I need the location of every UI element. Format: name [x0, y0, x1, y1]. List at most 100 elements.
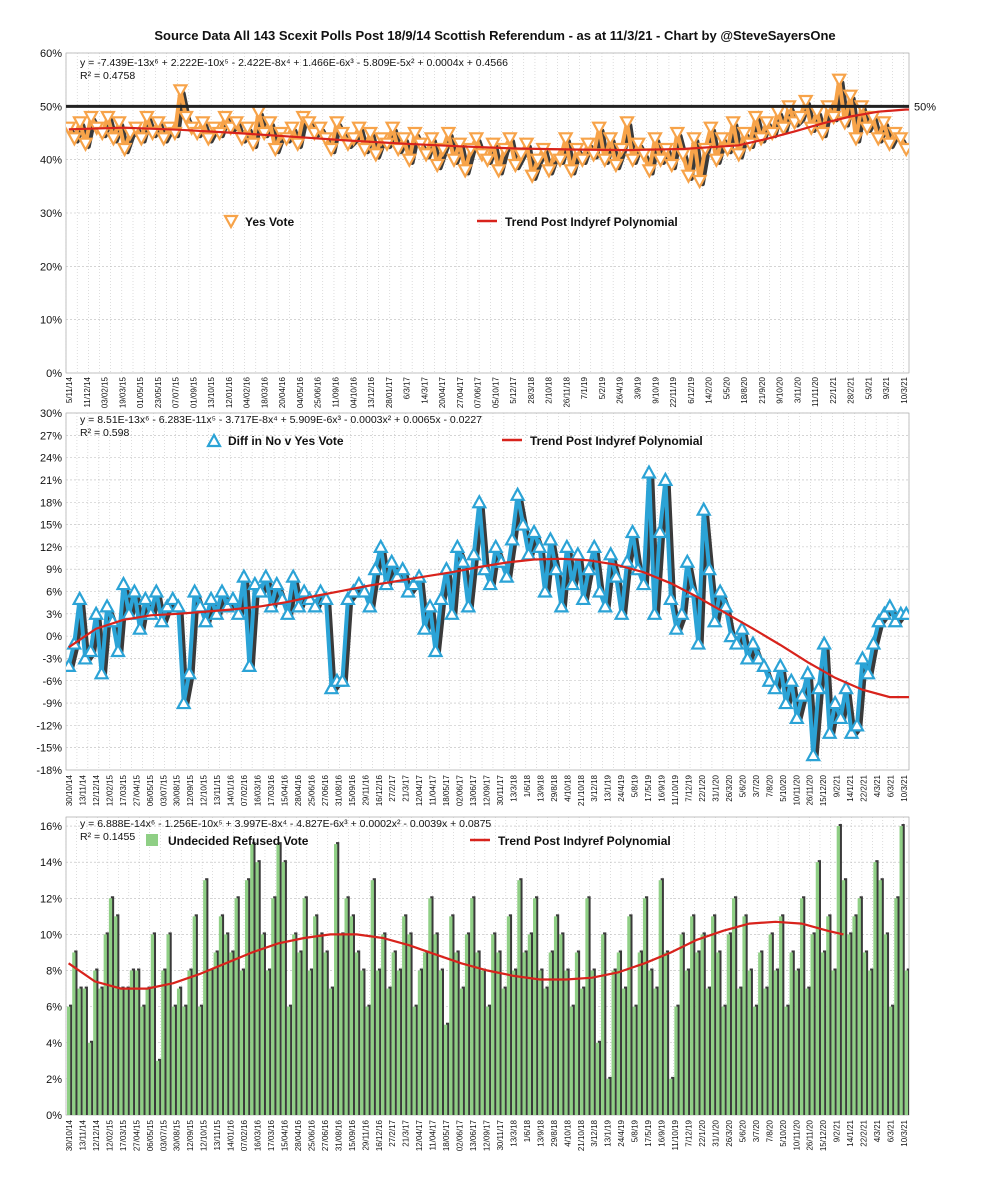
- data-point-marker: [758, 116, 775, 131]
- bar-shadow: [660, 878, 664, 1115]
- bar-shadow: [477, 950, 481, 1115]
- data-point-marker: [559, 538, 575, 553]
- x-tick-label: 7/8/20: [765, 1119, 774, 1142]
- bar-shadow: [702, 932, 706, 1115]
- x-tick-label: 14/1/21: [846, 1119, 855, 1146]
- y-tick-label: 16%: [40, 821, 62, 833]
- data-point-marker: [217, 110, 233, 126]
- bar: [679, 934, 683, 1115]
- bar-shadow: [519, 878, 523, 1115]
- data-point-marker: [764, 126, 781, 142]
- yes-vote-chart: 0% 10% 20% 30% 40% 50% 60% 5/11/14 11/12/14 03/02…: [40, 48, 936, 408]
- data-point-marker: [591, 583, 608, 598]
- bar: [501, 988, 505, 1115]
- data-point-marker: [356, 142, 373, 158]
- data-point-marker: [239, 121, 256, 136]
- bar-shadow: [822, 950, 827, 1115]
- data-point-marker: [362, 126, 379, 142]
- data-point-marker: [126, 583, 143, 598]
- x-tick-label: 07/02/16: [240, 1119, 249, 1151]
- bar-shadow: [629, 914, 633, 1115]
- x-tick-label: 11/04/17: [429, 1119, 438, 1150]
- x-tick-label: 7/12/19: [685, 1119, 694, 1146]
- bar-shadow: [655, 986, 659, 1115]
- plot-content: [66, 824, 909, 1115]
- bar-shadow: [74, 950, 78, 1115]
- x-tick-label: 01/05/15: [136, 376, 145, 408]
- data-point-marker: [524, 169, 541, 184]
- x-tick-label: 5/12/17: [509, 376, 518, 403]
- x-tick-label: 26/4/19: [616, 376, 625, 403]
- bar: [527, 934, 532, 1115]
- x-tick-label: 17/5/19: [644, 1119, 653, 1146]
- x-tick-label: 7/8/20: [765, 774, 774, 797]
- bar: [485, 1006, 490, 1115]
- x-tick-label: 10/11/20: [792, 1119, 801, 1150]
- data-point-marker: [468, 132, 485, 147]
- data-point-marker: [602, 132, 619, 147]
- data-point-marker: [706, 612, 723, 628]
- x-tick-label: 13/11/14: [78, 774, 87, 805]
- y-tick-label: 0%: [46, 631, 62, 643]
- bar: [883, 934, 888, 1115]
- bar: [747, 970, 751, 1115]
- x-tick-label: 06/05/15: [146, 1119, 155, 1151]
- x-tick-label: 13/3/18: [509, 1119, 518, 1146]
- bar: [208, 970, 212, 1115]
- data-point-marker: [792, 110, 808, 126]
- bar-shadow: [194, 914, 198, 1115]
- bar: [365, 1006, 369, 1115]
- x-tick-label: 27/06/16: [321, 774, 330, 806]
- bar-shadow: [624, 986, 628, 1115]
- data-point-marker: [580, 560, 597, 576]
- data-point-marker: [323, 679, 340, 695]
- bar: [517, 880, 521, 1115]
- bar: [396, 970, 401, 1115]
- bar-shadow: [807, 986, 811, 1115]
- bar: [810, 934, 814, 1115]
- x-tick-label: 15/04/16: [280, 1119, 289, 1151]
- bar: [611, 970, 615, 1115]
- data-point-marker: [465, 546, 482, 561]
- data-point-marker: [537, 583, 553, 598]
- bar: [250, 844, 254, 1115]
- bar: [522, 952, 526, 1115]
- bar-shadow: [309, 968, 314, 1115]
- bar-shadow: [718, 950, 722, 1115]
- data-point-marker: [848, 132, 864, 147]
- x-tick-label: 5/11/14: [65, 376, 74, 403]
- x-tick-label: 07/07/15: [172, 376, 181, 408]
- bar: [464, 934, 469, 1115]
- bar: [156, 1060, 160, 1115]
- bar: [286, 1006, 291, 1115]
- x-tick-label: 4/3/21: [873, 1119, 882, 1142]
- x-tick-label: 14/01/16: [227, 774, 236, 806]
- data-point-marker: [256, 126, 273, 142]
- data-point-marker: [825, 110, 842, 126]
- bar-shadow: [681, 932, 685, 1115]
- x-tick-label: 13/9/18: [536, 774, 545, 801]
- bar: [470, 898, 474, 1115]
- x-tick-label: 4/10/18: [563, 1119, 572, 1146]
- data-point-marker: [290, 598, 307, 613]
- bar-shadow: [189, 968, 193, 1115]
- y-tick-label: 10%: [40, 929, 62, 941]
- x-tick-label: 22/2/21: [860, 774, 869, 801]
- x-tick-label: 2/10/18: [545, 376, 554, 403]
- data-point-marker: [580, 137, 596, 152]
- data-point-marker: [153, 612, 170, 628]
- data-point-marker: [504, 531, 520, 546]
- data-point-marker: [105, 132, 122, 147]
- bar-shadow: [451, 914, 455, 1115]
- x-tick-label: 4/3/21: [873, 774, 882, 797]
- data-point-marker: [892, 132, 909, 147]
- data-point-marker: [444, 605, 460, 620]
- x-tick-label: 5/2/19: [598, 376, 607, 399]
- bar-shadow: [414, 1004, 418, 1115]
- bar-shadow: [320, 932, 324, 1115]
- data-point-marker: [211, 126, 228, 142]
- x-tick-label: 13/1/19: [604, 1119, 613, 1146]
- data-point-marker: [77, 650, 94, 665]
- data-point-marker: [200, 132, 217, 147]
